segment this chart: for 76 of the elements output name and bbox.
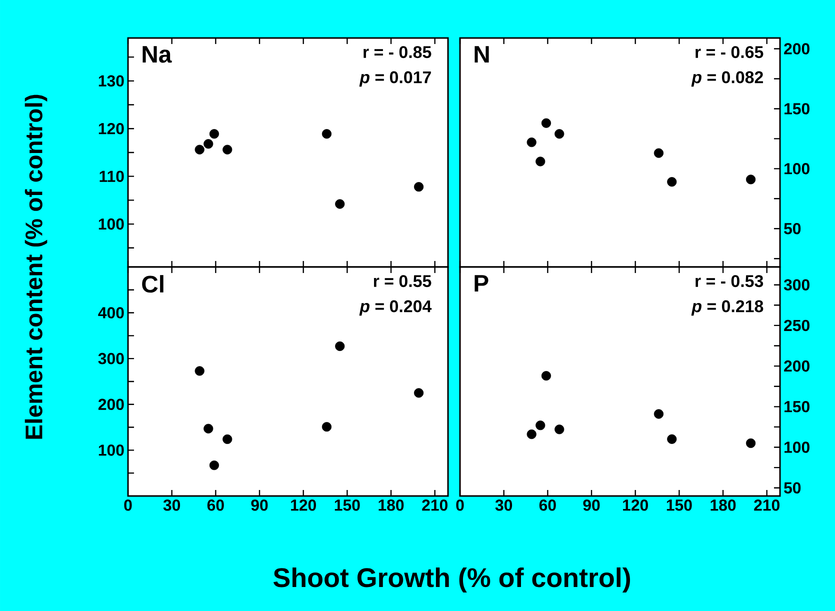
point	[209, 460, 220, 470]
y-tick-label: 130	[98, 75, 124, 87]
point	[541, 371, 552, 381]
point	[654, 148, 664, 158]
y-tick-label: 100	[784, 442, 810, 453]
y-axis-title: Element content (% of control)	[24, 94, 48, 439]
point	[322, 129, 332, 139]
y-tick-label: 200	[784, 360, 810, 372]
point	[322, 422, 332, 432]
x-tick-label: 60	[207, 500, 224, 511]
x-tick-label: 30	[163, 500, 180, 511]
point	[536, 420, 546, 430]
y-tick-label: 300	[98, 352, 124, 364]
y-tick-label: 150	[784, 401, 810, 412]
point	[204, 424, 214, 434]
y-tick-label: 200	[98, 398, 124, 410]
x-tick-label: 120	[623, 500, 648, 511]
point	[204, 139, 214, 149]
y-tick-label: 50	[784, 482, 801, 494]
point	[536, 156, 546, 166]
annotation: r = - 0.85	[364, 46, 432, 58]
y-tick-label: 150	[784, 103, 810, 114]
annotation: p = 0.082	[691, 71, 763, 87]
x-tick-label: 60	[539, 500, 556, 511]
x-axis-title: Shoot Growth (% of control)	[273, 567, 630, 593]
y-tick-label: 100	[784, 163, 810, 174]
x-tick-label: 0	[456, 500, 464, 511]
point	[554, 129, 564, 139]
point	[526, 137, 536, 148]
point	[222, 144, 232, 154]
point	[414, 182, 424, 192]
annotation: p = 0.017	[359, 71, 431, 87]
annotation: r = - 0.53	[696, 275, 764, 288]
point	[746, 438, 756, 448]
annotation: p = 0.218	[691, 300, 764, 316]
annotation: r = - 0.65	[696, 46, 764, 58]
point	[335, 341, 345, 352]
point	[541, 118, 552, 128]
point	[414, 388, 424, 398]
chart-title: Cl	[142, 275, 164, 293]
chart-title: P	[474, 275, 488, 292]
point	[194, 144, 204, 154]
point	[667, 177, 677, 187]
point	[194, 366, 204, 376]
x-tick-label: 150	[666, 500, 692, 511]
point	[667, 434, 677, 444]
y-tick-label: 100	[98, 444, 124, 456]
x-tick-label: 210	[422, 500, 448, 511]
x-tick-label: 120	[291, 500, 316, 511]
y-tick-label: 250	[784, 320, 810, 332]
x-tick-label: 210	[754, 500, 780, 511]
y-tick-label: 120	[98, 122, 124, 134]
y-tick-label: 300	[784, 279, 810, 290]
x-tick-label: 30	[495, 500, 512, 511]
point	[335, 199, 345, 209]
y-tick-label: 200	[784, 43, 810, 54]
x-tick-label: 180	[710, 500, 736, 511]
chart-title: Na	[142, 46, 172, 63]
annotation: r = 0.55	[374, 275, 432, 288]
point	[222, 434, 232, 444]
point	[654, 409, 664, 419]
x-tick-label: 90	[583, 500, 600, 511]
y-tick-label: 400	[98, 307, 124, 318]
point	[746, 174, 756, 184]
annotation: p = 0.204	[359, 300, 432, 316]
chart-title: N	[474, 46, 489, 63]
point	[526, 429, 536, 440]
y-tick-label: 50	[784, 222, 801, 234]
x-tick-label: 180	[378, 500, 404, 511]
y-tick-label: 110	[100, 170, 124, 182]
x-tick-label: 150	[334, 500, 360, 511]
y-tick-label: 100	[98, 218, 124, 230]
x-tick-label: 0	[124, 500, 132, 511]
x-tick-label: 90	[251, 500, 268, 511]
point	[554, 424, 564, 434]
point	[209, 129, 220, 139]
